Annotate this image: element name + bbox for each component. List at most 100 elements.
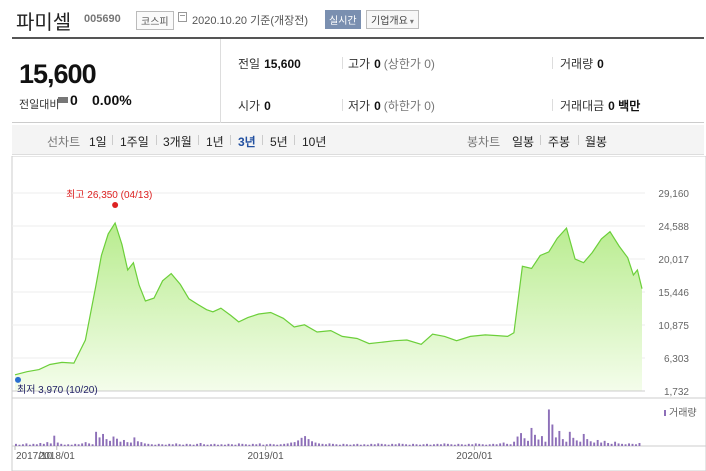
volume-bar: [621, 443, 624, 446]
current-price: 15,600: [19, 59, 97, 89]
volume-bar: [269, 443, 272, 446]
price-line: [14, 221, 643, 376]
chart-frame: [11, 156, 706, 471]
high-label: 고가: [348, 57, 371, 71]
volume-bar: [520, 433, 522, 446]
volume-bar: [579, 441, 582, 446]
volume-bar: [189, 444, 192, 446]
current-price-box: 15,600 전일대비 0 0.00%: [12, 39, 221, 123]
volume-bar: [527, 440, 529, 446]
volume-bar: [42, 443, 45, 446]
volume-bar: [446, 443, 449, 446]
volume-bar: [506, 443, 509, 446]
volume-bar: [213, 443, 216, 446]
amount-value: 0 백만: [608, 99, 641, 113]
period-5y[interactable]: 5년: [270, 135, 288, 149]
volume-bar: [492, 443, 495, 446]
volume-bar: [426, 443, 428, 446]
volume-bar: [624, 444, 627, 446]
volume-bar: [415, 444, 418, 446]
period-1w[interactable]: 1주일: [120, 135, 149, 149]
volume-bar: [300, 437, 303, 446]
volume-bar: [49, 443, 52, 446]
upper-limit: (상한가 0): [383, 57, 435, 71]
y-tick-label: 15,446: [658, 288, 689, 299]
volume-bar: [199, 442, 202, 446]
market-badge: 코스피: [136, 11, 174, 30]
y-tick-label: 20,017: [658, 255, 689, 266]
line-chart-label: 선차트: [47, 135, 81, 149]
period-3m[interactable]: 3개월: [163, 135, 192, 149]
chevron-down-icon: ▾: [409, 17, 414, 26]
volume-bar: [21, 444, 24, 446]
volume-bar: [129, 442, 132, 446]
low-label: 저가: [348, 99, 371, 113]
stock-code: 005690: [84, 13, 121, 25]
realtime-button[interactable]: 실시간: [325, 10, 361, 29]
volume-bar: [230, 444, 233, 446]
lower-limit: (하한가 0): [383, 99, 435, 113]
volume-bar: [596, 439, 599, 446]
candle-daily[interactable]: 일봉: [512, 135, 535, 149]
calendar-icon: [178, 12, 187, 22]
volume-bar: [136, 441, 139, 446]
volume-bar: [457, 443, 460, 446]
volume-bar: [143, 443, 146, 446]
x-tick-label: 2020/01: [456, 451, 493, 462]
volume-bar: [565, 441, 568, 446]
volume-bar: [575, 440, 578, 446]
volume-bar: [318, 443, 320, 446]
volume-bar: [119, 441, 122, 446]
volume-bar: [523, 438, 526, 446]
volume-bar: [540, 436, 543, 446]
candle-monthly[interactable]: 월봉: [585, 135, 608, 149]
company-info-dropdown[interactable]: 기업개요 ▾: [366, 10, 419, 29]
volume-bar: [586, 439, 589, 446]
change-label: 전일대비: [19, 99, 60, 111]
volume-bar: [297, 440, 300, 446]
period-3y[interactable]: 3년: [238, 135, 256, 149]
min-marker: [15, 376, 21, 383]
y-tick-label: 10,875: [658, 321, 689, 332]
volume-bar: [227, 443, 230, 446]
change-rate: 0.00%: [92, 92, 132, 108]
volume-bar: [18, 444, 21, 446]
y-tick-label: 1,732: [664, 387, 689, 398]
volume-bar: [133, 437, 136, 446]
volume-bar: [140, 442, 143, 446]
volume-bar: [513, 441, 516, 446]
prev-close-value: 15,600: [264, 57, 301, 71]
volume-label: 거래량: [560, 57, 594, 71]
volume-bar: [46, 442, 49, 446]
volume-bar: [56, 442, 59, 446]
volume-bar: [502, 442, 505, 446]
period-1y[interactable]: 1년: [206, 135, 224, 149]
period-1d[interactable]: 1일: [89, 135, 107, 149]
volume-bar: [224, 444, 226, 446]
high-value: 0: [374, 57, 381, 71]
volume-bar: [638, 442, 641, 446]
volume-bar: [74, 443, 77, 446]
volume-bar: [321, 443, 324, 446]
volume-bar: [272, 444, 275, 446]
volume-bar: [405, 444, 408, 446]
candle-weekly[interactable]: 주봉: [548, 135, 571, 149]
volume-bar: [244, 444, 247, 446]
volume-bar: [217, 444, 219, 446]
volume-bar: [582, 433, 585, 446]
volume-bar: [467, 443, 470, 446]
volume-bar: [352, 444, 355, 446]
volume-bar: [495, 444, 498, 446]
volume-bar: [443, 443, 446, 446]
volume-bar: [88, 443, 91, 446]
volume-bar: [60, 443, 63, 446]
volume-bar: [210, 444, 212, 446]
volume-bar: [67, 444, 70, 446]
volume-bar: [185, 443, 188, 446]
volume-bar: [203, 444, 206, 446]
volume-bar: [460, 444, 463, 446]
period-10y[interactable]: 10년: [302, 135, 327, 149]
volume-bar: [537, 439, 540, 446]
open-label: 시가: [238, 99, 261, 113]
low-price: 저가 0 (하한가 0): [348, 97, 435, 114]
